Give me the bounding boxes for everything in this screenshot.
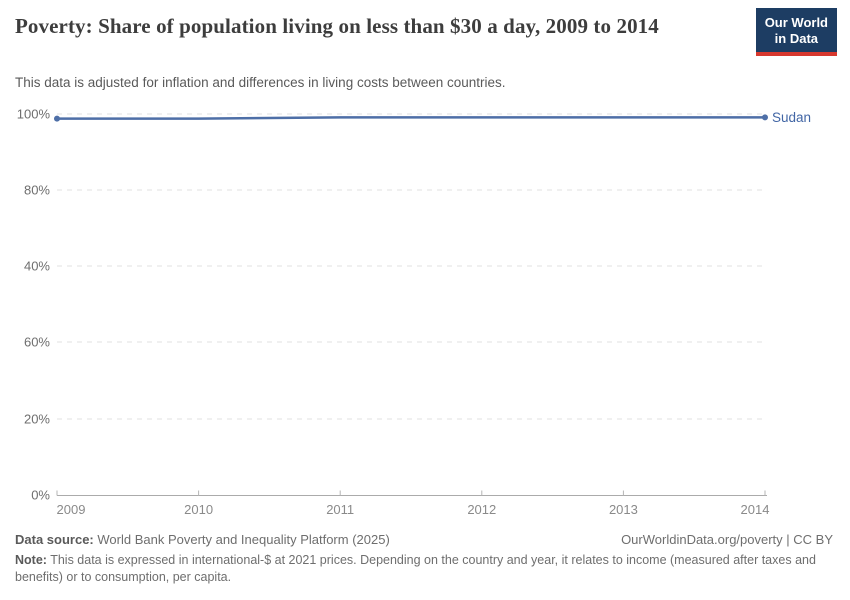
x-tick-label-2014: 2014 [741,502,770,517]
data-source-value: World Bank Poverty and Inequality Platfo… [97,532,390,547]
x-tick-label-2011: 2011 [326,502,354,517]
data-source: Data source: World Bank Poverty and Ineq… [15,532,390,547]
owid-logo-line2: in Data [774,31,819,46]
note-value: This data is expressed in international-… [15,553,816,584]
note-label: Note: [15,553,47,567]
y-tick-label-60: 40% [24,259,50,274]
x-tick-label-2010: 2010 [184,502,213,517]
y-tick-label-40: 60% [24,335,50,350]
footer-source-row: Data source: World Bank Poverty and Ineq… [15,532,833,547]
footer-note: Note: This data is expressed in internat… [15,552,818,585]
series-start-dot [54,115,60,122]
y-tick-label-100: 100% [17,107,51,122]
owid-logo-line1: Our World [764,15,828,30]
x-tick-label-2009: 2009 [57,502,86,517]
x-tick-label-2013: 2013 [609,502,638,517]
series-end-dot [762,114,768,121]
y-tick-label-20: 20% [24,412,50,427]
rights-link[interactable]: OurWorldinData.org/poverty | CC BY [621,532,833,547]
x-tick-label-2012: 2012 [467,502,496,517]
y-tick-label-0: 0% [31,488,50,503]
chart-subtitle: This data is adjusted for inflation and … [15,75,506,90]
owid-logo[interactable]: Our World in Data [755,8,837,56]
data-source-label: Data source: [15,532,94,547]
page-title: Poverty: Share of population living on l… [15,14,659,38]
series-label[interactable]: Sudan [772,110,811,125]
series-line[interactable] [57,116,765,120]
y-tick-label-80: 80% [24,183,50,198]
